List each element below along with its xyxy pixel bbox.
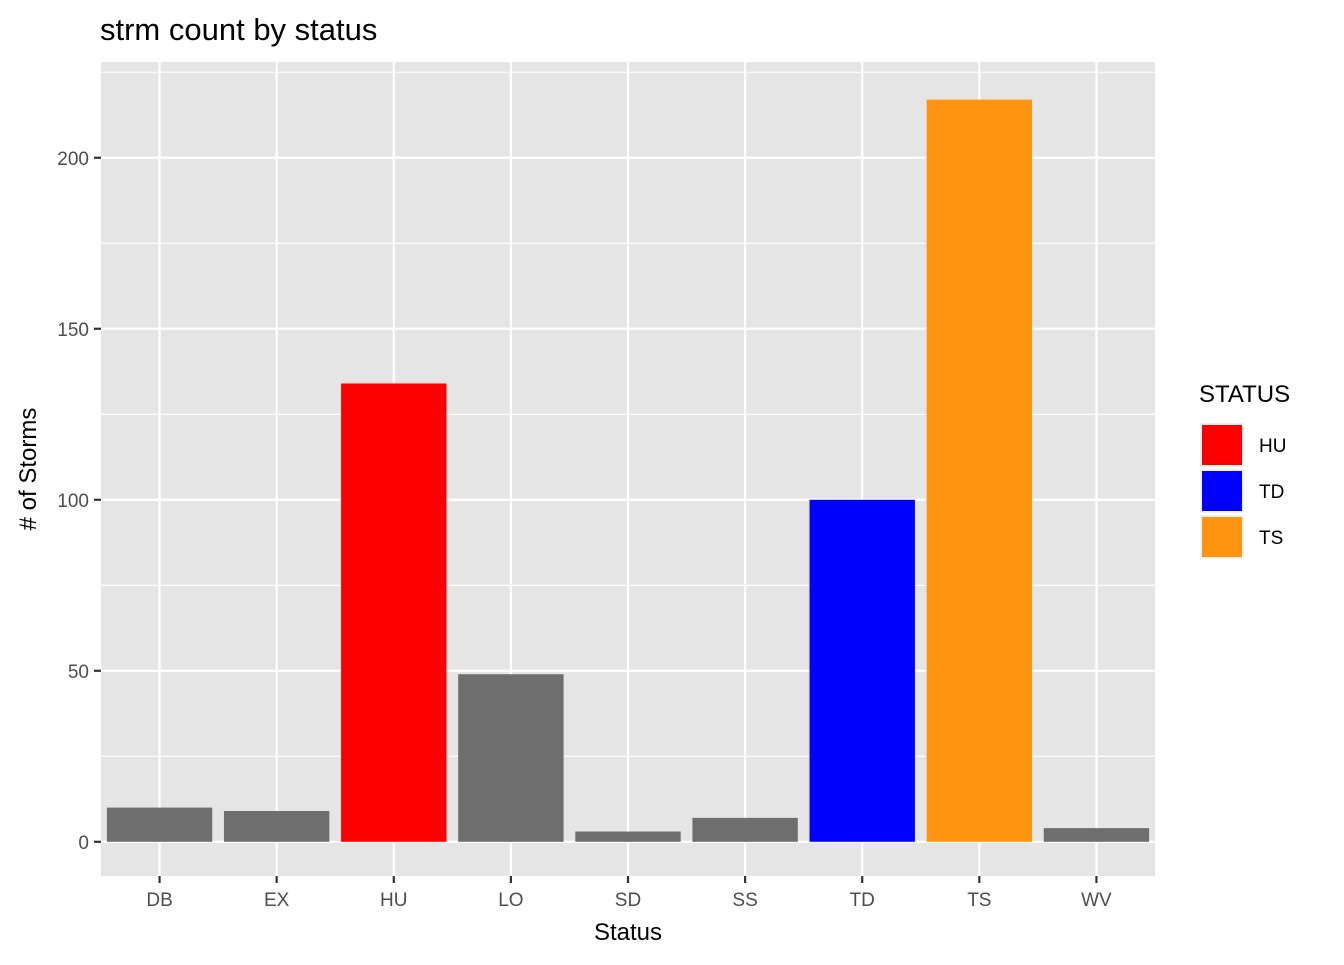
legend-swatch-td — [1202, 471, 1242, 511]
y-tick-label: 200 — [57, 149, 89, 170]
x-axis: DB EX HU LO SD SS TD TS WV — [146, 876, 1112, 911]
bar-wv — [1043, 828, 1150, 842]
x-tick-label: SS — [732, 890, 757, 911]
legend-label-hu: HU — [1259, 436, 1286, 457]
legend-title: STATUS — [1199, 381, 1290, 408]
y-tick-label: 150 — [57, 320, 89, 341]
legend-label-ts: TS — [1259, 528, 1283, 549]
legend: STATUS HU TD TS — [1199, 381, 1290, 559]
y-axis: 0 50 100 150 200 — [57, 149, 101, 854]
legend-swatch-ts — [1202, 517, 1242, 557]
x-tick-label: LO — [498, 890, 523, 911]
bar-td — [809, 499, 915, 842]
bar-db — [106, 807, 213, 842]
x-tick-label: TD — [850, 890, 875, 911]
legend-items: HU TD TS — [1200, 423, 1286, 559]
x-tick-label: DB — [146, 890, 172, 911]
y-axis-title: # of Storms — [15, 408, 42, 531]
y-tick-label: 50 — [68, 662, 89, 683]
bars — [106, 99, 1150, 842]
y-tick-label: 0 — [78, 833, 89, 854]
x-tick-label: WV — [1081, 890, 1112, 911]
bar-sd — [575, 831, 681, 842]
y-tick-label: 100 — [57, 491, 89, 512]
x-axis-title: Status — [594, 919, 662, 946]
legend-swatch-hu — [1202, 425, 1242, 465]
bar-hu — [341, 383, 447, 842]
bar-ss — [692, 817, 798, 842]
bar-ex — [223, 811, 330, 842]
x-tick-label: HU — [380, 890, 407, 911]
x-tick-label: SD — [615, 890, 641, 911]
chart-title: strm count by status — [100, 12, 377, 47]
legend-label-td: TD — [1259, 482, 1284, 503]
x-tick-label: EX — [264, 890, 290, 911]
x-tick-label: TS — [967, 890, 991, 911]
bar-lo — [458, 674, 564, 842]
bar-ts — [926, 99, 1033, 842]
